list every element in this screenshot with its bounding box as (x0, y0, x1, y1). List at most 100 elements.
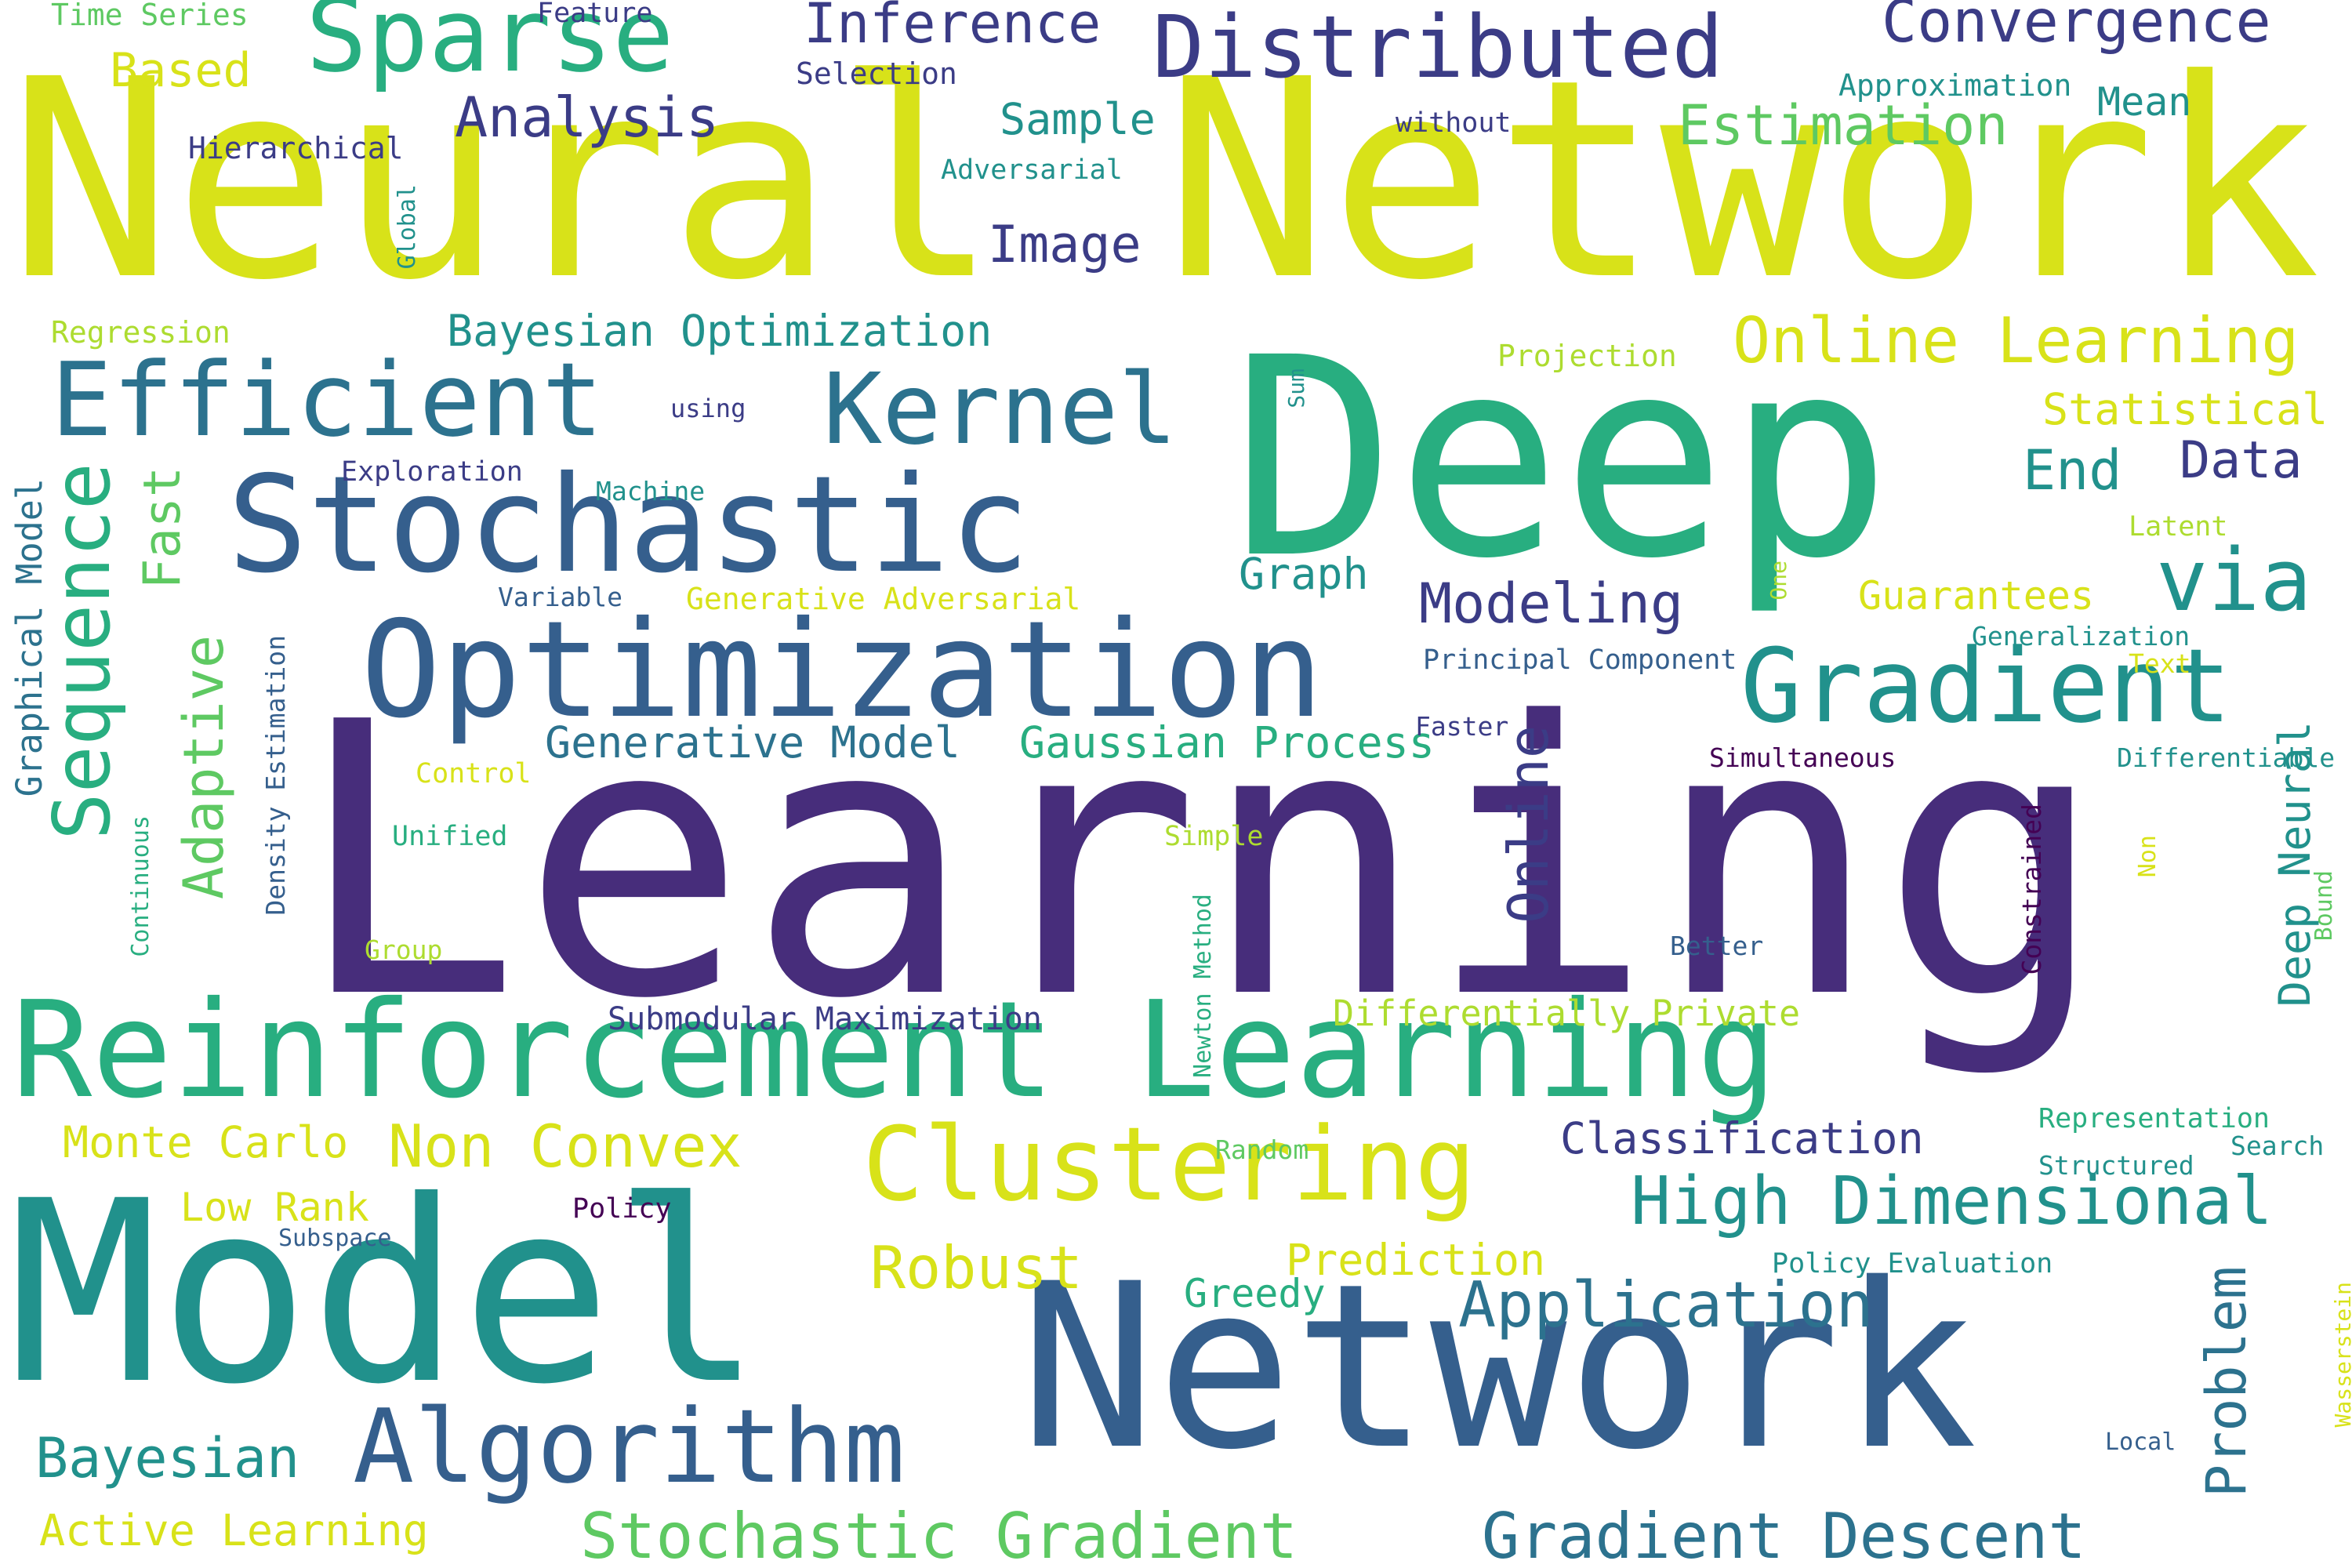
word-modeling: Modeling (1419, 572, 1684, 636)
word-image: Image (988, 216, 1142, 274)
word-bayesian-optimization: Bayesian Optimization (447, 306, 993, 356)
word-sum: Sum (1283, 368, 1309, 408)
word-machine: Machine (596, 476, 706, 506)
word-time-series: Time Series (51, 0, 249, 32)
word-gradient: Gradient (1740, 626, 2232, 746)
word-graphical-model: Graphical Model (9, 478, 50, 797)
word-sample: Sample (1000, 94, 1156, 144)
word-monte-carlo: Monte Carlo (63, 1117, 349, 1167)
word-mean: Mean (2097, 79, 2192, 125)
word-constrained: Constrained (2016, 804, 2047, 975)
word-prediction: Prediction (1286, 1235, 1546, 1285)
word-data: Data (2180, 431, 2303, 490)
word-local: Local (2105, 1428, 2176, 1456)
word-clustering: Clustering (862, 1105, 1476, 1224)
word-classification: Classification (1560, 1113, 1924, 1163)
word-search: Search (2230, 1131, 2325, 1161)
word-gradient-descent: Gradient Descent (1482, 1500, 2086, 1568)
word-sequence: Sequence (36, 463, 128, 840)
word-online-learning: Online Learning (1733, 304, 2299, 377)
word-guarantees: Guarantees (1858, 573, 2095, 619)
word-robust: Robust (870, 1233, 1083, 1302)
word-density-estimation: Density Estimation (260, 635, 291, 916)
word-fast: Fast (133, 466, 192, 590)
word-variable: Variable (498, 582, 622, 612)
word-stochastic-gradient: Stochastic Gradient (580, 1500, 1298, 1568)
word-policy-evaluation: Policy Evaluation (1772, 1248, 2053, 1279)
word-random: Random (1215, 1134, 1309, 1165)
word-convergence: Convergence (1882, 0, 2271, 56)
word-global: Global (394, 184, 421, 270)
word-selection: Selection (796, 56, 957, 91)
word-bound: Bound (2310, 870, 2338, 942)
word-feature: Feature (537, 0, 653, 29)
word-faster: Faster (1415, 711, 1509, 742)
word-regression: Regression (51, 315, 230, 350)
word-projection: Projection (1497, 339, 1677, 373)
word-submodular-maximization: Submodular Maximization (608, 1001, 1042, 1037)
word-control: Control (416, 758, 532, 789)
word-structured: Structured (2038, 1150, 2194, 1181)
word-group: Group (365, 935, 443, 965)
word-analysis: Analysis (455, 85, 720, 150)
word-generative-adversarial: Generative Adversarial (686, 582, 1081, 616)
word-distributed: Distributed (1152, 0, 1724, 97)
word-adaptive: Adaptive (172, 635, 236, 900)
word-latent: Latent (2129, 511, 2228, 543)
word-active-learning: Active Learning (39, 1505, 429, 1555)
word-non: Non (2134, 835, 2161, 878)
word-model: Model (8, 1148, 764, 1439)
word-end: End (2023, 438, 2122, 503)
word-better: Better (1670, 931, 1764, 961)
word-optimization: Optimization (361, 593, 1324, 748)
word-policy: Policy (572, 1193, 672, 1225)
word-deep: Deep (1231, 299, 1892, 619)
word-newton-method: Newton Method (1189, 894, 1217, 1078)
word-high-dimensional: High Dimensional (1631, 1163, 2273, 1240)
word-application: Application (1458, 1269, 1874, 1341)
word-non-convex: Non Convex (388, 1112, 742, 1181)
word-stochastic: Stochastic (227, 448, 1030, 603)
word-neural-network: Neural Network (8, 20, 2321, 340)
word-differentiable: Differentiable (2117, 742, 2336, 773)
word-graph: Graph (1239, 549, 1369, 599)
word-network: Network (1019, 1236, 1978, 1500)
word-efficient: Efficient (51, 340, 604, 459)
word-reinforcement-learning: Reinforcement Learning (12, 973, 1777, 1128)
word-adversarial: Adversarial (941, 154, 1123, 186)
word-problem: Problem (2194, 1266, 2259, 1498)
word-representation: Representation (2038, 1103, 2270, 1134)
word-online: Online (1497, 725, 1561, 924)
word-generative-model: Generative Model (545, 717, 960, 768)
word-estimation: Estimation (1678, 93, 2009, 158)
word-unified: Unified (392, 821, 508, 852)
word-based: Based (110, 43, 252, 98)
word-differentially-private: Differentially Private (1333, 993, 1801, 1034)
word-subspace: Subspace (278, 1225, 392, 1252)
word-principal-component: Principal Component (1423, 644, 1737, 676)
word-using: using (670, 394, 746, 423)
word-wasserstein: Wasserstein (2330, 1282, 2352, 1428)
word-greedy: Greedy (1184, 1271, 1326, 1316)
word-learning: Learning (294, 643, 2107, 1081)
word-without: without (1396, 107, 1512, 139)
word-text: Text (2129, 648, 2191, 679)
word-gaussian-process: Gaussian Process (1019, 717, 1435, 768)
word-approximation: Approximation (1838, 68, 2072, 103)
word-simultaneous: Simultaneous (1709, 742, 1896, 773)
word-continuous: Continuous (127, 815, 154, 957)
word-exploration: Exploration (341, 456, 523, 488)
word-generalization: Generalization (1972, 621, 2190, 652)
word-via: via (2156, 530, 2312, 630)
word-kernel: Kernel (823, 353, 1178, 466)
word-sparse: Sparse (306, 0, 674, 95)
word-simple: Simple (1164, 821, 1264, 852)
word-hierarchical: Hierarchical (188, 131, 404, 165)
word-statistical: Statistical (2042, 384, 2328, 434)
word-algorithm: Algorithm (353, 1387, 906, 1506)
word-low-rank: Low Rank (180, 1185, 369, 1230)
word-inference: Inference (804, 0, 1102, 56)
word-one: One (1766, 561, 1791, 601)
word-bayesian: Bayesian (35, 1426, 300, 1490)
